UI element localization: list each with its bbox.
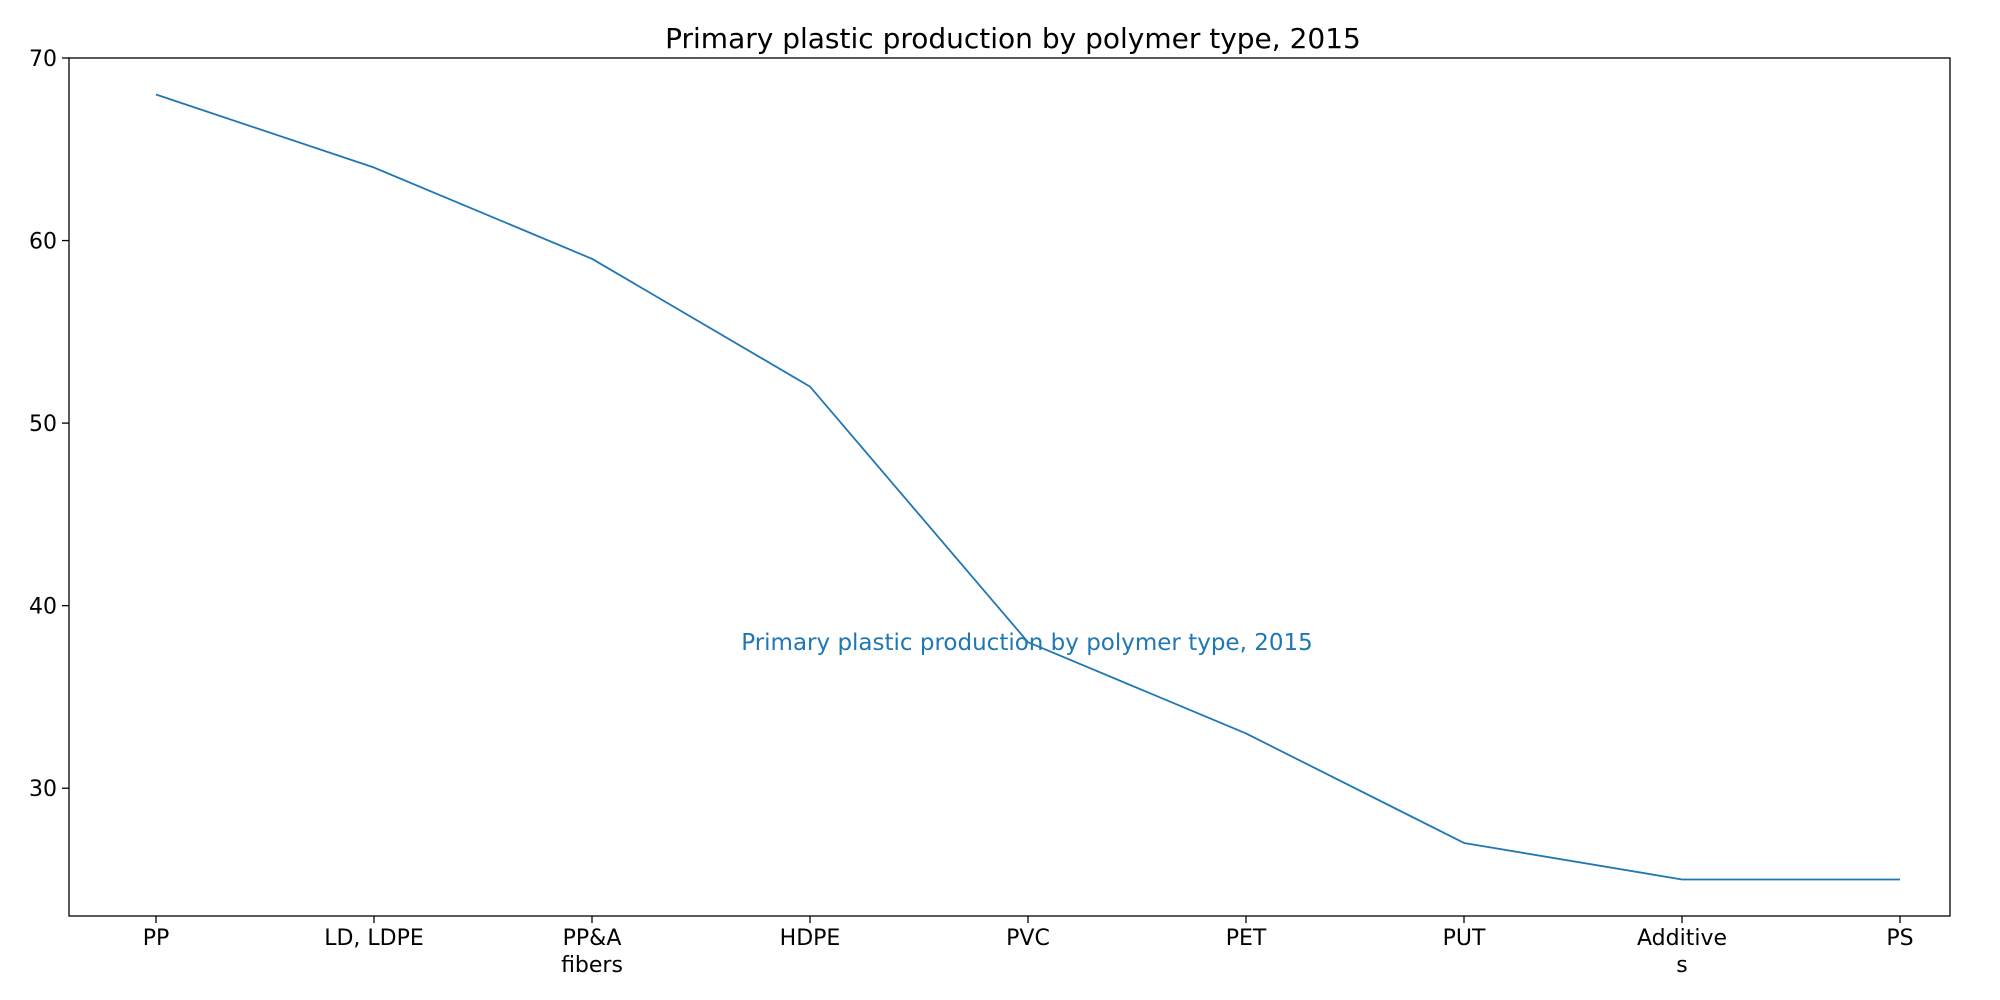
x-axis: PP LD, LDPE PP&A fibers HDPE PVC PET PUT Additiv… <box>143 916 1914 978</box>
x-tick-label: PP <box>143 926 170 951</box>
y-tick-label: 30 <box>29 777 57 802</box>
y-tick-label: 60 <box>29 230 57 255</box>
series-annotation: Primary plastic production by polymer ty… <box>741 630 1313 656</box>
y-tick-label: 70 <box>29 47 57 72</box>
x-tick-label: PUT <box>1443 926 1486 951</box>
x-tick-label: PVC <box>1006 926 1050 951</box>
x-tick-label: LD, LDPE <box>324 926 424 951</box>
x-tick-label: HDPE <box>780 926 841 951</box>
plot-area-frame <box>68 57 1951 917</box>
x-tick-label: PP&A fibers <box>561 926 623 978</box>
x-tick-label: PET <box>1226 926 1267 951</box>
series-line <box>155 93 1900 881</box>
x-tick-label: PS <box>1886 926 1913 951</box>
series-layer <box>155 93 1900 881</box>
y-tick-label: 40 <box>29 595 57 620</box>
y-axis: 30 40 50 60 70 <box>29 47 69 802</box>
y-tick-label: 50 <box>29 412 57 437</box>
x-tick-label: Additive s <box>1637 926 1727 978</box>
chart-title: Primary plastic production by polymer ty… <box>665 22 1361 55</box>
